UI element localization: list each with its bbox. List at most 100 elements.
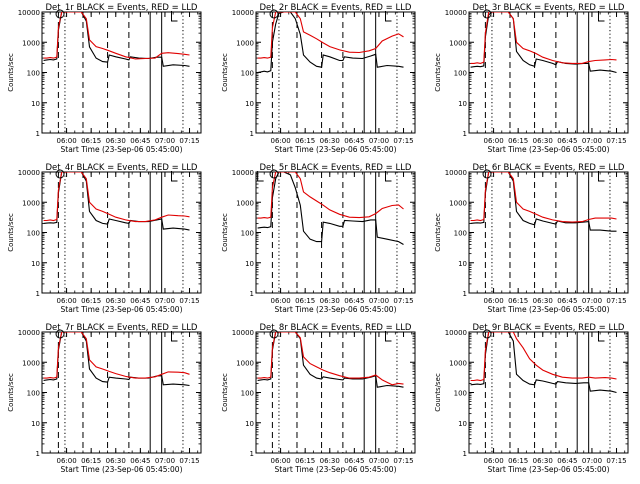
x-tick-label: 07:00 [369,297,389,305]
y-tick-label: 1000 [449,199,467,207]
series-events [43,172,190,231]
x-tick-label: 06:15 [295,297,315,305]
y-tick-label: 10000 [445,169,467,177]
panel-1r: Det_1r BLACK = Events, RED = LLD 1 10 100 10… [7,3,202,154]
plot-frame [468,11,629,134]
l-marker [597,11,605,22]
y-tick-label: 1 [463,290,467,298]
x-tick-label: 06:45 [344,137,364,145]
l-marker [170,11,178,22]
x-axis-label: Start Time (23-Sep-06 05:45:00) [275,305,397,314]
x-tick-label: 07:00 [582,457,602,465]
x-tick-label: 06:00 [56,297,76,305]
x-tick-label: 07:00 [582,137,602,145]
l-marker [384,11,392,22]
x-tick-label: 06:00 [270,297,290,305]
panel-title: Det_5r BLACK = Events, RED = LLD [260,163,412,173]
x-tick-label: 06:15 [81,297,101,305]
series-lld [470,172,617,223]
y-tick-label: 1 [463,130,467,138]
y-tick-label: 1000 [236,39,254,47]
y-tick-label: 100 [27,230,40,238]
panel-title: Det_4r BLACK = Events, RED = LLD [46,163,198,173]
y-axis-label: Counts/sec [221,373,229,412]
y-tick-label: 10 [458,100,467,108]
y-tick-label: 10 [458,260,467,268]
x-tick-label: 06:30 [320,137,340,145]
y-axis-label: Counts/sec [7,53,15,92]
series-lld [257,332,404,386]
y-tick-label: 100 [241,70,254,78]
circle-marker [269,9,279,19]
y-tick-label: 100 [454,390,467,398]
y-tick-label: 10 [31,260,40,268]
series-events [470,332,617,394]
series-lld [43,332,190,379]
x-tick-label: 06:30 [106,137,126,145]
y-axis-label: Counts/sec [221,53,229,92]
x-tick-label: 06:00 [483,457,503,465]
circle-marker [482,9,492,19]
x-tick-label: 07:15 [179,457,199,465]
y-tick-label: 100 [27,390,40,398]
l-marker [170,331,178,342]
y-tick-label: 10 [458,420,467,428]
y-axis-label: Counts/sec [221,213,229,252]
circle-marker [269,169,279,179]
series-lld [257,12,404,59]
x-tick-label: 06:30 [106,457,126,465]
y-tick-label: 1000 [22,199,40,207]
x-tick-label: 06:30 [320,297,340,305]
y-tick-label: 10 [245,100,254,108]
x-tick-label: 06:00 [56,457,76,465]
x-tick-label: 06:45 [130,137,150,145]
l-marker [384,331,392,342]
y-tick-label: 100 [241,390,254,398]
panel-title: Det_9r BLACK = Events, RED = LLD [473,323,625,333]
x-tick-label: 06:30 [106,297,126,305]
series-events [43,12,190,67]
panel-title: Det_3r BLACK = Events, RED = LLD [473,3,625,13]
series-lld [43,172,190,223]
x-tick-label: 06:00 [56,137,76,145]
y-axis-label: Counts/sec [7,373,15,412]
x-tick-label: 06:30 [533,457,553,465]
panel-title: Det_7r BLACK = Events, RED = LLD [46,323,198,333]
y-tick-label: 1 [463,450,467,458]
x-axis-label: Start Time (23-Sep-06 05:45:00) [61,465,183,474]
x-axis-label: Start Time (23-Sep-06 05:45:00) [275,465,397,474]
x-tick-label: 06:45 [557,457,577,465]
x-tick-label: 07:15 [179,137,199,145]
x-axis-label: Start Time (23-Sep-06 05:45:00) [488,305,610,314]
y-tick-label: 100 [454,230,467,238]
panel-5r: Det_5r BLACK = Events, RED = LLD 1 10 100 10… [221,163,416,314]
series-lld [470,12,617,64]
plot-frame [41,11,202,134]
y-tick-label: 1 [36,450,40,458]
x-tick-label: 06:00 [270,137,290,145]
series-lld [43,12,190,60]
x-tick-label: 06:45 [344,457,364,465]
x-tick-label: 06:45 [557,297,577,305]
series-events [257,12,404,74]
y-tick-label: 1 [36,130,40,138]
series-events [257,172,404,245]
series-lld [470,332,617,382]
y-tick-label: 1000 [236,199,254,207]
series-lld [257,172,404,219]
circle-marker [55,9,65,19]
x-axis-label: Start Time (23-Sep-06 05:45:00) [488,145,610,154]
y-tick-label: 1 [36,290,40,298]
y-tick-label: 100 [27,70,40,78]
x-tick-label: 07:15 [393,297,413,305]
plot-frame [255,11,416,134]
panel-title: Det_6r BLACK = Events, RED = LLD [473,163,625,173]
y-tick-label: 100 [241,230,254,238]
l-marker [384,171,392,182]
panel-title: Det_8r BLACK = Events, RED = LLD [260,323,412,333]
x-tick-label: 07:15 [606,297,626,305]
x-tick-label: 07:00 [155,297,175,305]
y-tick-label: 1000 [449,359,467,367]
y-tick-label: 10000 [18,9,40,17]
